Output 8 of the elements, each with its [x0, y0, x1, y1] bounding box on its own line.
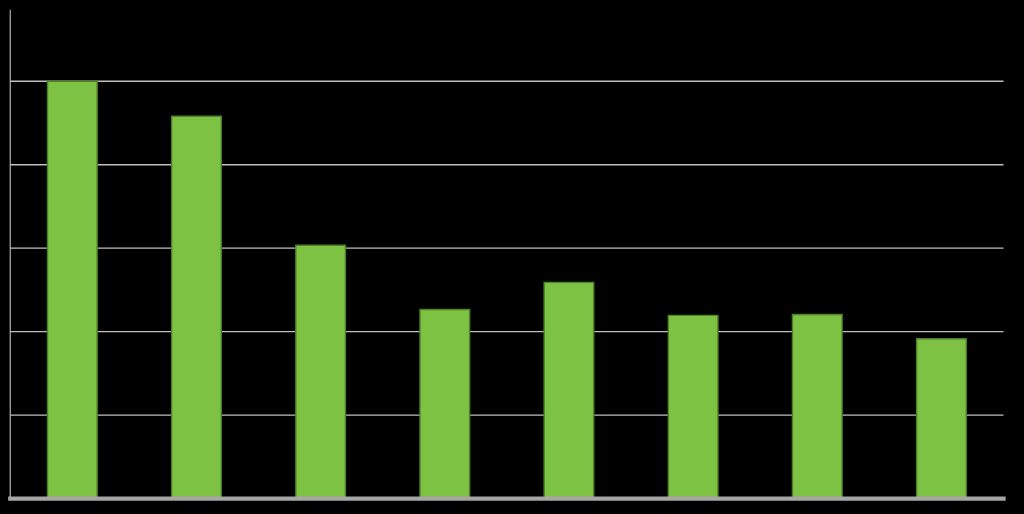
bar — [295, 244, 347, 499]
bar — [46, 80, 98, 499]
bar — [667, 314, 719, 499]
bar — [543, 281, 595, 499]
bar — [170, 115, 223, 499]
bar — [791, 313, 843, 499]
bar — [915, 338, 967, 499]
bar — [419, 308, 471, 499]
